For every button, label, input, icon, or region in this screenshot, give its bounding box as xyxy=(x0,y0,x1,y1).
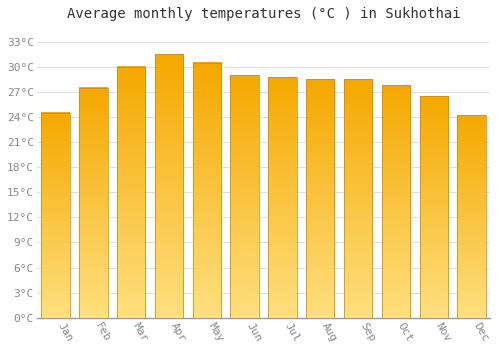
Title: Average monthly temperatures (°C ) in Sukhothai: Average monthly temperatures (°C ) in Su… xyxy=(67,7,460,21)
